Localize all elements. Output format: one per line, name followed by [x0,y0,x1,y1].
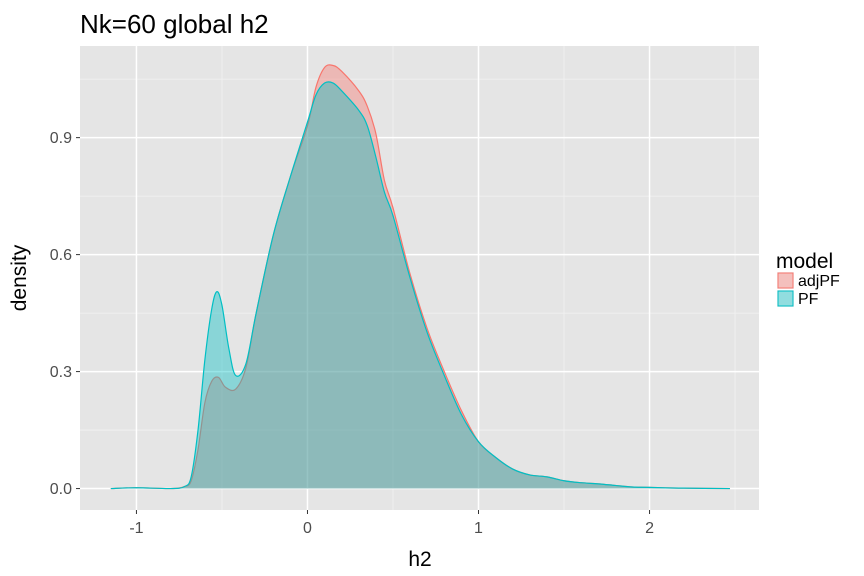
legend-key-bg-adjpf [777,272,794,289]
series-area-adjpf [110,64,730,489]
major-gridlines [80,46,759,510]
legend-label-pf: PF [798,291,819,308]
y-tick-label: 0.3 [50,364,72,381]
x-axis-title: h2 [408,548,431,571]
series-line-pf [110,81,730,490]
x-tick-label: 2 [645,520,654,537]
y-tick-label: 0.9 [50,130,72,147]
x-tick-label: 1 [474,520,483,537]
legend-swatch-adjpf [777,272,794,289]
series-area-pf [110,81,730,489]
x-tick-label: 0 [303,520,312,537]
x-tick-label: -1 [129,520,143,537]
density-series [110,64,730,490]
x-axis: -1 0 1 2 [129,510,654,537]
legend-key-bg-pf [777,290,794,307]
minor-gridlines [80,46,759,510]
y-tick-label: 0.6 [50,247,72,264]
chart-title: Nk=60 global h2 [80,9,269,39]
y-axis: 0.0 0.3 0.6 0.9 [50,130,80,498]
y-tick-label: 0.0 [50,481,72,498]
legend-label-adjpf: adjPF [798,273,840,290]
y-axis-title: density [8,244,31,311]
legend-title: model [776,250,833,273]
legend-swatch-pf [777,290,794,307]
plot-panel [80,46,759,510]
